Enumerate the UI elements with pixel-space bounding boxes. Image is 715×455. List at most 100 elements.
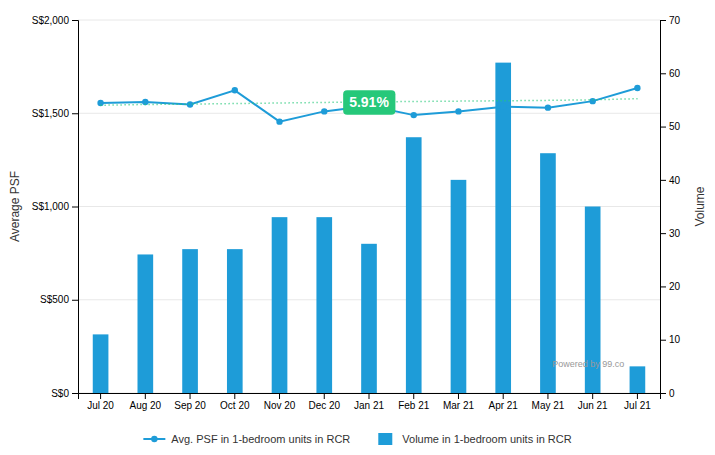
y-tick: S$500 (40, 294, 78, 305)
point (589, 98, 595, 104)
legend-label: Avg. PSF in 1-bedroom units in RCR (171, 433, 350, 445)
y-tick-mark (72, 207, 78, 208)
y2-tick: 30 (660, 228, 681, 239)
point (321, 108, 327, 114)
bar (406, 137, 422, 393)
grid (78, 20, 660, 393)
x-axis-line (79, 394, 661, 400)
x-tick: Feb 21 (398, 393, 430, 411)
y2-axis: 0 10 20 30 40 50 60 70 (660, 15, 681, 399)
y-tick-mark (72, 113, 78, 114)
x-tick: Apr 21 (488, 393, 518, 411)
y-tick-mark (72, 393, 78, 394)
bar (540, 153, 556, 393)
x-tick-mark (369, 393, 370, 399)
x-tick-label: Dec 20 (308, 400, 340, 411)
y2-tick: 50 (660, 121, 681, 132)
chart: Jul 20Aug 20Sep 20Oct 20Nov 20Dec 20Jan … (0, 0, 715, 455)
x-tick: Jan 21 (354, 393, 384, 411)
x-tick: Aug 20 (129, 393, 161, 411)
marks (93, 63, 645, 393)
legend-symbol (378, 433, 392, 445)
y2-tick-mark (660, 180, 666, 181)
y2-tick: 0 (660, 388, 675, 399)
x-tick-mark (592, 393, 593, 399)
y2-tick-label: 10 (669, 334, 681, 345)
x-tick-mark (100, 393, 101, 399)
line-series (97, 85, 640, 125)
y2-tick-label: 0 (669, 388, 675, 399)
bar (272, 217, 288, 393)
x-tick-label: Sep 20 (174, 400, 206, 411)
x-tick-mark (279, 393, 280, 399)
annotation-box (343, 90, 395, 114)
x-tick: Jul 20 (87, 393, 114, 411)
y-tick-label: S$1,000 (32, 201, 70, 212)
point (232, 87, 238, 93)
x-tick-mark (324, 393, 325, 399)
y2-tick-mark (660, 127, 666, 128)
bar (495, 63, 511, 393)
legend-label: Volume in 1-bedroom units in RCR (402, 433, 571, 445)
x-tick-mark (503, 393, 504, 399)
x-tick-label: Jul 21 (624, 400, 651, 411)
y2-tick: 20 (660, 281, 681, 292)
x-tick-label: Feb 21 (398, 400, 430, 411)
y2-tick-label: 40 (669, 175, 681, 186)
bar-series (93, 63, 645, 393)
x-tick: Oct 20 (220, 393, 250, 411)
y2-tick-label: 60 (669, 68, 681, 79)
y-axis-title: Average PSF (8, 171, 22, 242)
point (455, 108, 461, 114)
x-tick-label: May 21 (532, 400, 565, 411)
y-tick: S$2,000 (32, 15, 78, 26)
x-tick-mark (145, 393, 146, 399)
grid-line (78, 206, 660, 207)
legend-marker (151, 436, 157, 442)
y2-tick-label: 30 (669, 228, 681, 239)
y-tick-label: S$2,000 (32, 15, 70, 26)
y2-tick-label: 70 (669, 15, 681, 26)
y-tick: S$0 (51, 388, 78, 399)
x-axis: Jul 20Aug 20Sep 20Oct 20Nov 20Dec 20Jan … (79, 393, 661, 411)
x-tick-mark (234, 393, 235, 399)
y-tick-label: S$500 (40, 294, 69, 305)
y-axis-line (72, 21, 79, 394)
watermark: Powered by 99.co (552, 359, 624, 369)
x-tick-mark (458, 393, 459, 399)
y2-tick: 60 (660, 68, 681, 79)
x-tick: Mar 21 (443, 393, 475, 411)
bar (182, 249, 198, 393)
point (187, 101, 193, 107)
y2-tick-mark (660, 73, 666, 74)
y2-axis-title: Volume (693, 186, 707, 226)
x-tick-mark (547, 393, 548, 399)
x-tick: Sep 20 (174, 393, 206, 411)
y-tick: S$1,500 (32, 108, 78, 119)
y2-tick-mark (660, 340, 666, 341)
annotation-text: 5.91% (349, 94, 389, 110)
point (634, 85, 640, 91)
x-tick-label: Jan 21 (354, 400, 384, 411)
x-tick-label: Apr 21 (488, 400, 518, 411)
y2-tick-mark (660, 286, 666, 287)
x-tick: Jul 21 (624, 393, 651, 411)
y2-tick-mark (660, 393, 666, 394)
point (500, 104, 506, 110)
x-tick: May 21 (532, 393, 565, 411)
legend-item: Volume in 1-bedroom units in RCR (378, 433, 571, 445)
y2-tick: 70 (660, 15, 681, 26)
y-axis: S$0 S$500 S$1,000 S$1,500 S$2,000 (32, 15, 79, 399)
x-tick-label: Aug 20 (129, 400, 161, 411)
grid-line (78, 20, 660, 21)
point (545, 104, 551, 110)
y-tick-label: S$1,500 (32, 108, 70, 119)
y2-tick-mark (660, 233, 666, 234)
legend-item: Avg. PSF in 1-bedroom units in RCR (143, 433, 350, 445)
y-tick-mark (72, 300, 78, 301)
x-tick-label: Jun 21 (578, 400, 608, 411)
bar (316, 217, 332, 393)
y2-tick-label: 50 (669, 121, 681, 132)
bar (361, 244, 377, 393)
point (276, 118, 282, 124)
